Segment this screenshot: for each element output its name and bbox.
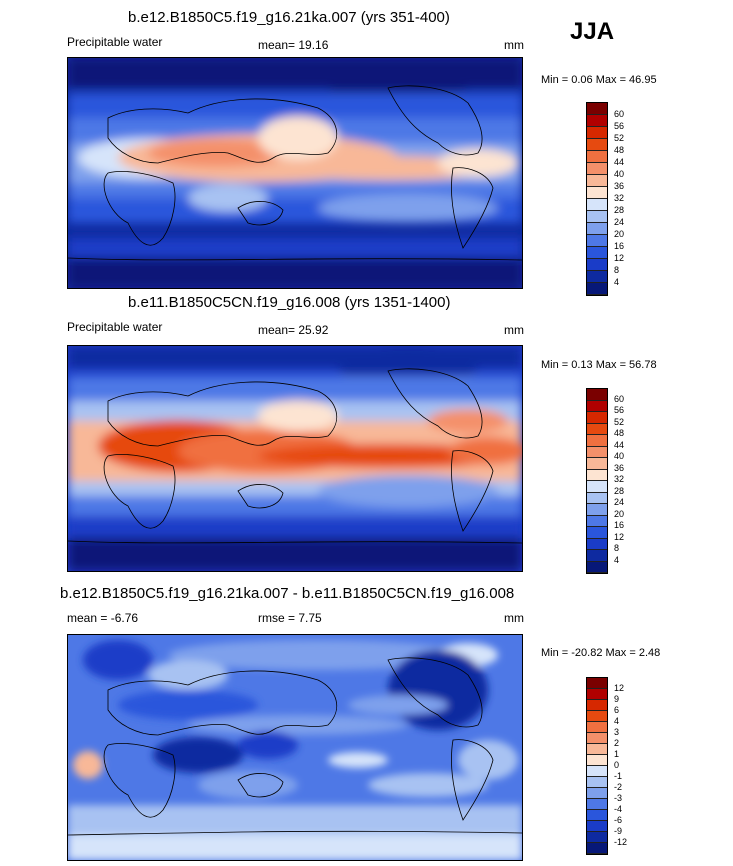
cbar-2-tick: 36 [614,463,625,473]
panel-3-minmax: Min = -20.82 Max = 2.48 [541,647,661,659]
panel-2-variable: Precipitable water [67,320,163,334]
panel-3-map-field [68,635,522,860]
panel-3-map [67,634,523,861]
panel-1-title: b.e12.B1850C5.f19_g16.21ka.007 (yrs 351-… [128,9,450,26]
cbar-1-tick: 8 [614,265,620,275]
cbar-1-tick: 44 [614,157,625,167]
cbar-1-tick: 36 [614,181,625,191]
cbar-2-tick: 44 [614,440,625,450]
cbar-2-tick: 56 [614,405,625,415]
cbar-2-tick: 12 [614,532,625,542]
cbar-3-tick: 0 [614,760,620,770]
cbar-1-tick: 12 [614,253,625,263]
cbar-3-tick: 4 [614,716,620,726]
cbar-3-tick: 2 [614,738,620,748]
panel-2-map-field [68,346,522,571]
cbar-2-tick: 4 [614,555,620,565]
cbar-3-tick: 12 [614,683,625,693]
cbar-2-tick: 28 [614,486,625,496]
panel-2-mean: mean= 25.92 [258,323,329,337]
panel-2-colorbar [586,388,608,574]
cbar-1-tick: 56 [614,121,625,131]
panel-3-title: b.e12.B1850C5.f19_g16.21ka.007 - b.e11.B… [60,585,515,602]
panel-2-map [67,345,523,572]
cbar-1-tick: 32 [614,193,625,203]
cbar-3-tick: -9 [614,826,623,836]
cbar-3-tick: -2 [614,782,623,792]
cbar-3-tick: -4 [614,804,623,814]
cbar-1-tick: 4 [614,277,620,287]
cbar-3-tick: 1 [614,749,620,759]
cbar-2-tick: 52 [614,417,625,427]
panel-2-minmax: Min = 0.13 Max = 56.78 [541,359,657,371]
cbar-1-tick: 48 [614,145,625,155]
cbar-1-tick: 40 [614,169,625,179]
cbar-1-tick: 16 [614,241,625,251]
cbar-2-tick: 60 [614,394,625,404]
cbar-3-tick: -6 [614,815,623,825]
panel-1-map-field [68,58,522,288]
cbar-3-tick: -1 [614,771,623,781]
cbar-3-tick: -12 [614,837,628,847]
cbar-2-tick: 24 [614,497,625,507]
cbar-1-tick: 52 [614,133,625,143]
panel-2-title: b.e11.B1850C5CN.f19_g16.008 (yrs 1351-14… [128,294,451,311]
panel-1-map [67,57,523,289]
panel-2-units: mm [504,323,524,337]
cbar-2-tick: 20 [614,509,625,519]
cbar-1-tick: 28 [614,205,625,215]
cbar-3-tick: 6 [614,705,620,715]
panel-3-colorbar [586,677,608,855]
cbar-1-tick: 24 [614,217,625,227]
cbar-3-tick: 3 [614,727,620,737]
cbar-2-tick: 32 [614,474,625,484]
panel-1-units: mm [504,38,524,52]
cbar-1-tick: 20 [614,229,625,239]
panel-3-units: mm [504,611,524,625]
cbar-2-tick: 8 [614,543,620,553]
season-label: JJA [570,18,615,45]
panel-1-minmax: Min = 0.06 Max = 46.95 [541,74,657,86]
cbar-2-tick: 40 [614,451,625,461]
panel-3-rmse: rmse = 7.75 [258,611,322,625]
cbar-2-tick: 48 [614,428,625,438]
panel-1-variable: Precipitable water [67,35,163,49]
cbar-1-tick: 60 [614,109,625,119]
panel-3-mean: mean = -6.76 [67,611,139,625]
panel-1-colorbar [586,102,608,296]
cbar-3-tick: -3 [614,793,623,803]
cbar-2-tick: 16 [614,520,625,530]
panel-1-mean: mean= 19.16 [258,38,329,52]
cbar-3-tick: 9 [614,694,620,704]
